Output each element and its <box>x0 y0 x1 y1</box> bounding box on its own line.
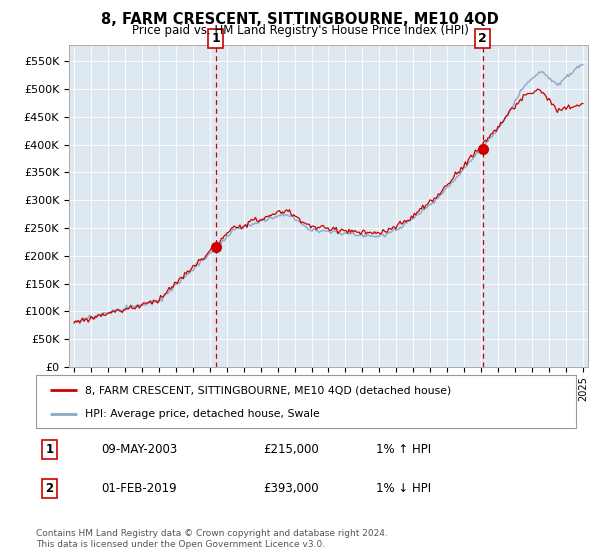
Text: 01-FEB-2019: 01-FEB-2019 <box>101 482 176 495</box>
Text: £393,000: £393,000 <box>263 482 319 495</box>
Text: 09-MAY-2003: 09-MAY-2003 <box>101 443 177 456</box>
Text: £215,000: £215,000 <box>263 443 319 456</box>
Text: Price paid vs. HM Land Registry's House Price Index (HPI): Price paid vs. HM Land Registry's House … <box>131 24 469 36</box>
Text: 1: 1 <box>46 443 53 456</box>
Text: HPI: Average price, detached house, Swale: HPI: Average price, detached house, Swal… <box>85 409 319 419</box>
Text: 8, FARM CRESCENT, SITTINGBOURNE, ME10 4QD: 8, FARM CRESCENT, SITTINGBOURNE, ME10 4Q… <box>101 12 499 27</box>
FancyBboxPatch shape <box>36 375 576 428</box>
Text: 1% ↓ HPI: 1% ↓ HPI <box>376 482 431 495</box>
Text: 1: 1 <box>211 32 220 45</box>
Text: 8, FARM CRESCENT, SITTINGBOURNE, ME10 4QD (detached house): 8, FARM CRESCENT, SITTINGBOURNE, ME10 4Q… <box>85 385 451 395</box>
Text: 2: 2 <box>478 32 487 45</box>
Text: 1% ↑ HPI: 1% ↑ HPI <box>376 443 431 456</box>
Text: Contains HM Land Registry data © Crown copyright and database right 2024.
This d: Contains HM Land Registry data © Crown c… <box>36 529 388 549</box>
Text: 2: 2 <box>46 482 53 495</box>
